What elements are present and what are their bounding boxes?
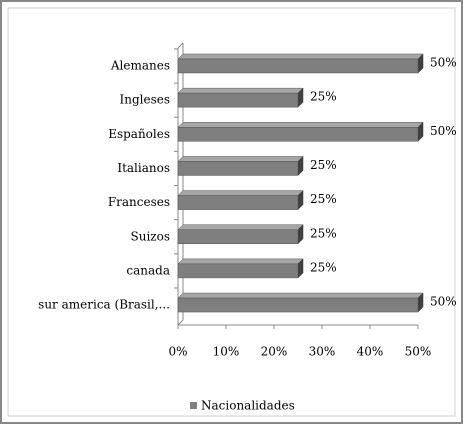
value-label: 25% [310,260,337,274]
y-tick-label: Ingleses [119,93,170,107]
bar [177,229,299,244]
bar-top [177,122,424,128]
y-tick-label: Suizos [131,229,171,243]
legend-label: Nacionalidades [201,399,295,413]
bar [177,195,299,210]
y-tick-label: Alemanes [110,59,170,73]
y-tick-label: sur america (Brasil,... [38,298,170,312]
value-label: 50% [430,56,457,70]
bar-top [177,53,424,60]
bar [177,161,299,176]
bar-top [177,292,424,299]
y-tick-label: Franceses [108,195,170,209]
y-tick-label: Españoles [108,127,170,141]
y-tick-label: Italianos [117,161,170,175]
bar-top [177,156,304,162]
bar-top [177,87,304,94]
bar [177,263,299,279]
y-tick-label: canada [126,263,170,277]
x-tick-label: 0% [168,345,187,359]
bar-top [177,258,304,265]
legend-swatch [190,402,197,409]
x-tick-label: 50% [405,345,432,359]
y-axis-back [177,42,184,49]
bar [177,92,299,108]
value-label: 50% [430,124,457,138]
bar [177,127,419,142]
x-tick-label: 40% [357,345,384,359]
plot-frame [7,7,456,417]
value-label: 25% [310,90,337,104]
value-label: 25% [310,226,337,240]
x-tick-label: 20% [261,345,288,359]
value-label: 25% [310,192,337,206]
bar [177,58,419,74]
x-tick-label: 30% [309,345,336,359]
value-label: 50% [430,295,457,309]
x-tick-label: 10% [213,345,240,359]
bar [177,297,419,313]
bar-top [177,224,304,230]
value-label: 25% [310,158,337,172]
x-axis-back [177,319,184,326]
bar-top [177,190,304,196]
